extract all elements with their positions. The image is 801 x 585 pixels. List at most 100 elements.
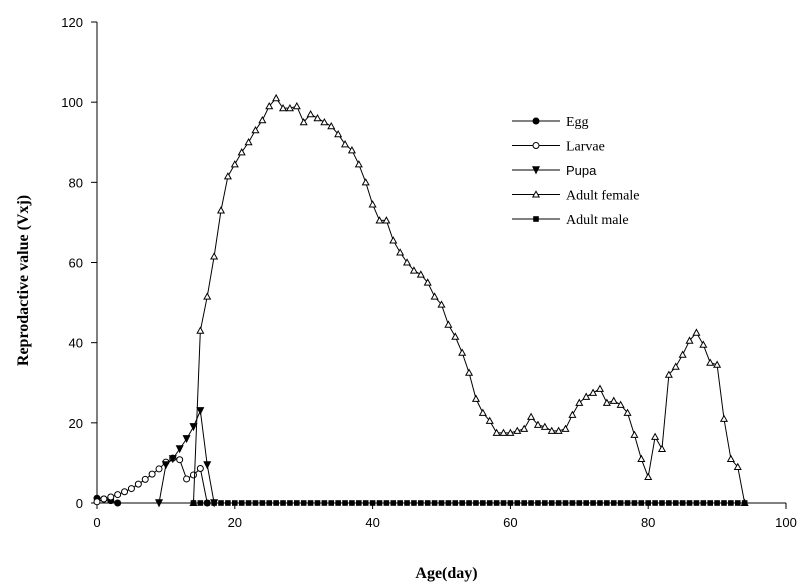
point-adult-female [216, 206, 226, 214]
point-adult-female [313, 113, 322, 122]
point-adult-female [334, 130, 343, 138]
legend: Egg Larvae Pupa Adult female Adult male [512, 115, 639, 228]
point-adult-male [280, 500, 286, 506]
point-adult-female [451, 332, 460, 340]
y-tick-label: 120 [61, 15, 83, 30]
legend-item-adult-female: Adult female [512, 189, 639, 204]
point-pupa [161, 461, 170, 470]
point-adult-female [506, 428, 515, 436]
point-adult-male [266, 500, 273, 506]
point-adult-male [466, 500, 472, 506]
point-adult-male [645, 500, 651, 506]
point-adult-female [375, 216, 384, 224]
point-adult-female [265, 101, 274, 110]
point-larvae [148, 470, 156, 478]
point-adult-male [583, 500, 589, 506]
point-adult-male [431, 500, 438, 506]
legend-marker-larvae [532, 142, 540, 149]
point-adult-female [203, 292, 212, 300]
x-tick-label: 40 [365, 515, 379, 530]
point-pupa [182, 435, 191, 444]
point-larvae [183, 475, 191, 483]
point-adult-male [542, 500, 548, 506]
point-adult-male [734, 500, 741, 506]
point-adult-female [719, 414, 729, 422]
point-adult-male [528, 500, 534, 506]
point-adult-male [500, 500, 507, 506]
point-adult-female [444, 320, 453, 328]
point-adult-male [294, 500, 300, 506]
point-adult-male [631, 500, 638, 506]
point-adult-female [726, 454, 735, 462]
point-adult-male [362, 500, 369, 506]
point-adult-female [630, 430, 639, 438]
point-adult-female [554, 426, 563, 434]
point-adult-male [232, 500, 238, 506]
point-adult-male [321, 500, 328, 506]
point-adult-female [340, 140, 350, 148]
point-adult-male [700, 500, 707, 506]
point-adult-female [637, 454, 646, 462]
x-tick-label: 20 [228, 515, 242, 530]
point-adult-male [555, 500, 562, 506]
point-adult-female [699, 340, 708, 348]
point-adult-male [638, 500, 645, 506]
point-adult-female [492, 428, 501, 436]
point-larvae [155, 465, 163, 473]
line-adult-female [192, 97, 746, 504]
point-adult-female [299, 117, 308, 126]
point-adult-male [617, 500, 624, 506]
point-adult-female [409, 266, 418, 274]
point-adult-female [416, 270, 425, 278]
point-adult-male [590, 500, 596, 506]
point-adult-male [411, 500, 417, 506]
point-adult-male [562, 500, 569, 506]
point-adult-male [480, 500, 486, 506]
point-adult-female [685, 336, 694, 344]
legend-marker-adult-female [531, 190, 541, 198]
x-tick-label: 60 [503, 515, 517, 530]
y-axis-title: Reprodactive value (Vxj) [15, 195, 32, 366]
point-adult-female [327, 121, 336, 130]
point-adult-female [361, 178, 370, 186]
point-adult-male [252, 500, 259, 506]
point-pupa [175, 445, 184, 454]
point-adult-female [244, 138, 253, 146]
point-adult-male [190, 500, 197, 506]
point-adult-male [383, 500, 390, 506]
point-adult-male [349, 500, 355, 506]
point-adult-male [342, 500, 348, 506]
point-adult-male [707, 500, 714, 506]
point-adult-female [657, 444, 667, 452]
point-adult-female [589, 388, 598, 396]
point-adult-male [204, 500, 211, 506]
point-adult-female [520, 424, 529, 432]
point-adult-male [390, 500, 397, 506]
point-adult-male [369, 500, 376, 506]
point-adult-female [347, 146, 356, 154]
point-adult-female [609, 396, 618, 404]
point-adult-female [678, 350, 687, 358]
point-adult-female [403, 258, 412, 266]
point-adult-female [285, 103, 294, 112]
point-adult-female [575, 398, 584, 406]
point-adult-female [320, 117, 329, 126]
point-adult-female [513, 426, 522, 434]
point-adult-male [741, 500, 748, 506]
point-adult-female [382, 216, 391, 224]
point-adult-male [728, 500, 734, 506]
point-pupa [196, 407, 205, 416]
legend-item-egg: Egg [512, 115, 589, 130]
point-adult-female [527, 412, 536, 420]
point-egg [114, 499, 122, 507]
point-adult-male [445, 500, 452, 506]
point-adult-male [418, 500, 424, 506]
point-adult-male [211, 500, 217, 506]
point-adult-female [623, 408, 632, 416]
series-layer [93, 93, 749, 508]
point-adult-male [486, 500, 493, 506]
point-adult-female [237, 148, 246, 156]
legend-marker-pupa [531, 166, 541, 175]
point-adult-female [272, 93, 281, 102]
